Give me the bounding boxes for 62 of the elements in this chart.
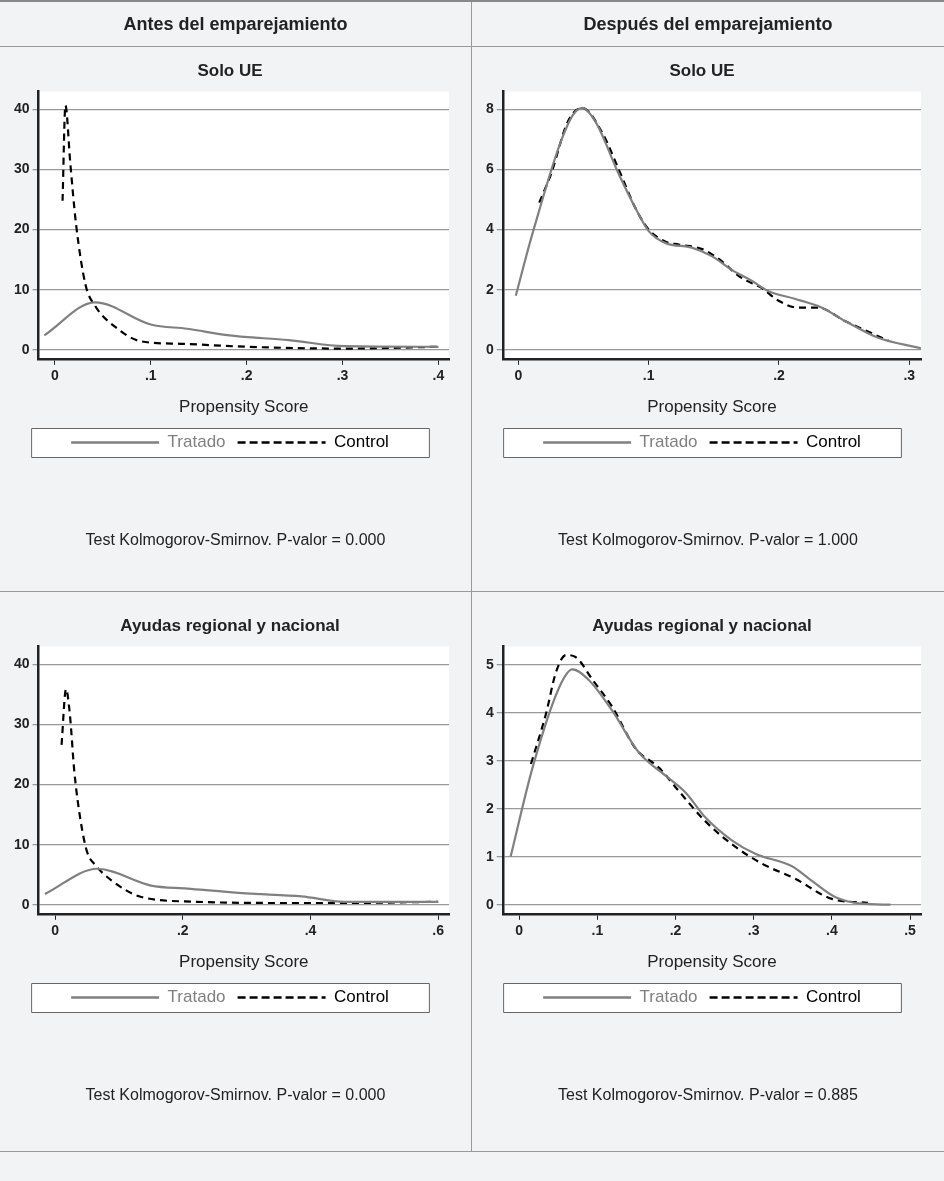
y-tick-label: 5 (485, 655, 494, 672)
x-tick-label: .2 (240, 367, 253, 384)
text: Tratado (639, 432, 698, 452)
y-tick-label: 40 (13, 100, 30, 117)
chart-title: Solo UE (196, 60, 263, 80)
chart-title: Ayudas regional y nacional (119, 615, 340, 635)
y-tick-label: 0 (21, 895, 30, 912)
x-tick-label: .1 (642, 367, 655, 384)
y-tick-label: 10 (13, 280, 30, 297)
y-tick-label: 0 (21, 340, 30, 357)
x-tick-label: .1 (591, 922, 604, 939)
y-tick-label: 10 (13, 835, 30, 852)
y-tick-label: 0 (485, 895, 494, 912)
y-tick-label: 0 (485, 340, 494, 357)
text: Tratado (167, 432, 226, 452)
y-tick-label: 20 (13, 220, 30, 237)
y-tick-label: 2 (485, 799, 494, 816)
x-tick-label: .5 (904, 922, 917, 939)
text: Test Kolmogorov-Smirnov. P-valor = 1.000 (557, 531, 859, 549)
x-tick-label: .4 (304, 922, 317, 939)
x-axis-title: Propensity Score (178, 952, 309, 972)
x-tick-label: 0 (50, 367, 59, 384)
x-tick-label: .1 (144, 367, 157, 384)
x-tick-label: .3 (336, 367, 349, 384)
y-tick-label: 3 (485, 751, 494, 768)
y-tick-label: 30 (13, 160, 30, 177)
y-tick-label: 2 (485, 280, 494, 297)
x-axis-title: Propensity Score (647, 397, 777, 417)
x-tick-label: .2 (176, 922, 189, 939)
text: Test Kolmogorov-Smirnov. P-valor = 0.000 (84, 531, 387, 549)
x-axis-title: Propensity Score (178, 397, 309, 417)
chart-subtitle: Antes del emparejamiento (0, 2, 471, 47)
x-tick-label: 0 (50, 922, 59, 939)
text: Control (333, 432, 389, 452)
chart-title: Solo UE (669, 60, 735, 80)
chart-subtitle: Después del emparejamiento (472, 2, 944, 47)
x-tick-label: .2 (773, 367, 786, 384)
chart-title: Ayudas regional y nacional (592, 615, 812, 635)
y-tick-label: 30 (13, 715, 30, 732)
x-tick-label: .3 (747, 922, 760, 939)
x-tick-label: .6 (431, 922, 444, 939)
y-tick-label: 40 (13, 655, 30, 672)
x-tick-label: .2 (669, 922, 682, 939)
y-tick-label: 1 (485, 847, 494, 864)
x-tick-label: .3 (903, 367, 916, 384)
y-tick-label: 8 (485, 100, 494, 117)
text: Test Kolmogorov-Smirnov. P-valor = 0.885 (557, 1086, 859, 1104)
y-tick-label: 20 (13, 775, 30, 792)
text: Test Kolmogorov-Smirnov. P-valor = 0.000 (84, 1086, 387, 1104)
text: Control (333, 987, 389, 1007)
text: Control (806, 432, 861, 452)
y-tick-label: 6 (485, 160, 494, 177)
text: Tratado (639, 987, 698, 1007)
x-tick-label: .4 (432, 367, 444, 384)
x-axis-title: Propensity Score (647, 952, 777, 972)
y-tick-label: 4 (485, 220, 494, 237)
y-tick-label: 4 (485, 703, 494, 720)
x-tick-label: .4 (826, 922, 838, 939)
text: Tratado (167, 987, 226, 1007)
text: Control (806, 987, 861, 1007)
x-tick-label: 0 (514, 367, 523, 384)
x-tick-label: 0 (515, 922, 524, 939)
